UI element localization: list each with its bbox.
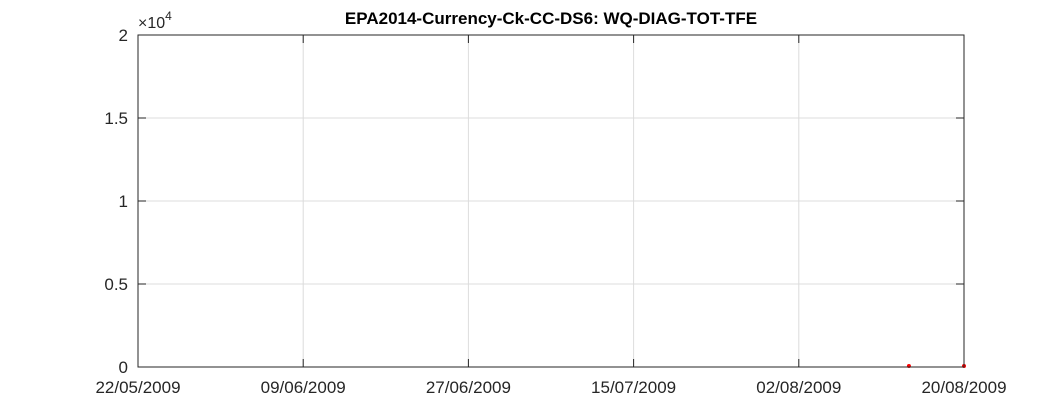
axis-ticks: 22/05/2009 09/06/2009 27/06/2009 15/07/2009…: [95, 26, 1006, 397]
y-tick-label: 0: [119, 358, 128, 377]
y-tick-label: 0.5: [104, 275, 128, 294]
chart-title: EPA2014-Currency-Ck-CC-DS6: WQ-DIAG-TOT-…: [345, 9, 757, 28]
y-tick-label: 1.5: [104, 109, 128, 128]
y-multiplier-exponent: 4: [165, 9, 172, 23]
x-tick-label: 22/05/2009: [95, 378, 180, 397]
y-multiplier-base: ×10: [138, 15, 165, 32]
x-tick-label: 20/08/2009: [921, 378, 1006, 397]
x-tick-label: 15/07/2009: [591, 378, 676, 397]
y-tick-label: 1: [119, 192, 128, 211]
y-multiplier: ×104: [138, 9, 172, 32]
x-tick-label: 27/06/2009: [426, 378, 511, 397]
x-tick-label: 09/06/2009: [261, 378, 346, 397]
x-tick-label: 02/08/2009: [756, 378, 841, 397]
y-tick-label: 2: [119, 26, 128, 45]
